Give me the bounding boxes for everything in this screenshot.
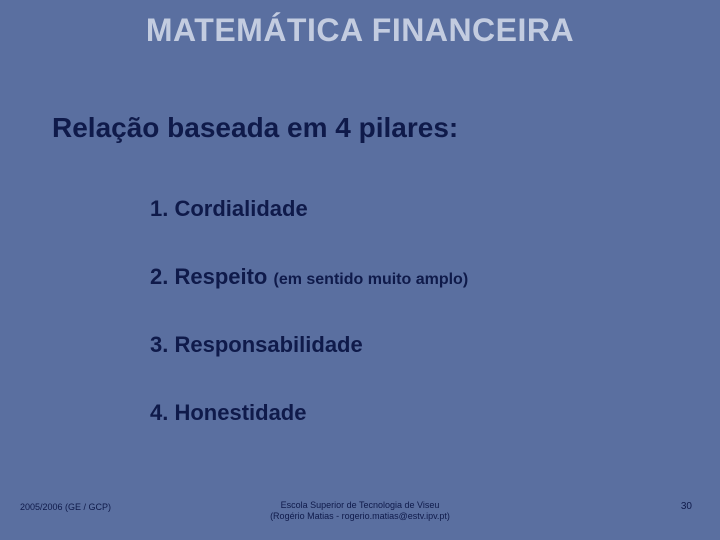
footer-center-line1: Escola Superior de Tecnologia de Viseu <box>0 500 720 511</box>
footer-center-line2: (Rogério Matias - rogerio.matias@estv.ip… <box>0 511 720 522</box>
item-annotation: (em sentido muito amplo) <box>273 271 468 288</box>
list-item: 1. Cordialidade <box>150 196 468 222</box>
pillars-list: 1. Cordialidade 2. Respeito (em sentido … <box>150 196 468 468</box>
item-text: 2. Respeito <box>150 264 273 289</box>
slide-title: MATEMÁTICA FINANCEIRA <box>0 12 720 49</box>
slide: MATEMÁTICA FINANCEIRA Relação baseada em… <box>0 0 720 540</box>
slide-number: 30 <box>681 501 692 512</box>
item-text: 1. Cordialidade <box>150 196 308 221</box>
item-text: 3. Responsabilidade <box>150 332 363 357</box>
list-item: 4. Honestidade <box>150 400 468 426</box>
slide-subtitle: Relação baseada em 4 pilares: <box>52 112 458 144</box>
list-item: 2. Respeito (em sentido muito amplo) <box>150 264 468 290</box>
footer-center: Escola Superior de Tecnologia de Viseu (… <box>0 500 720 523</box>
list-item: 3. Responsabilidade <box>150 332 468 358</box>
item-text: 4. Honestidade <box>150 400 306 425</box>
